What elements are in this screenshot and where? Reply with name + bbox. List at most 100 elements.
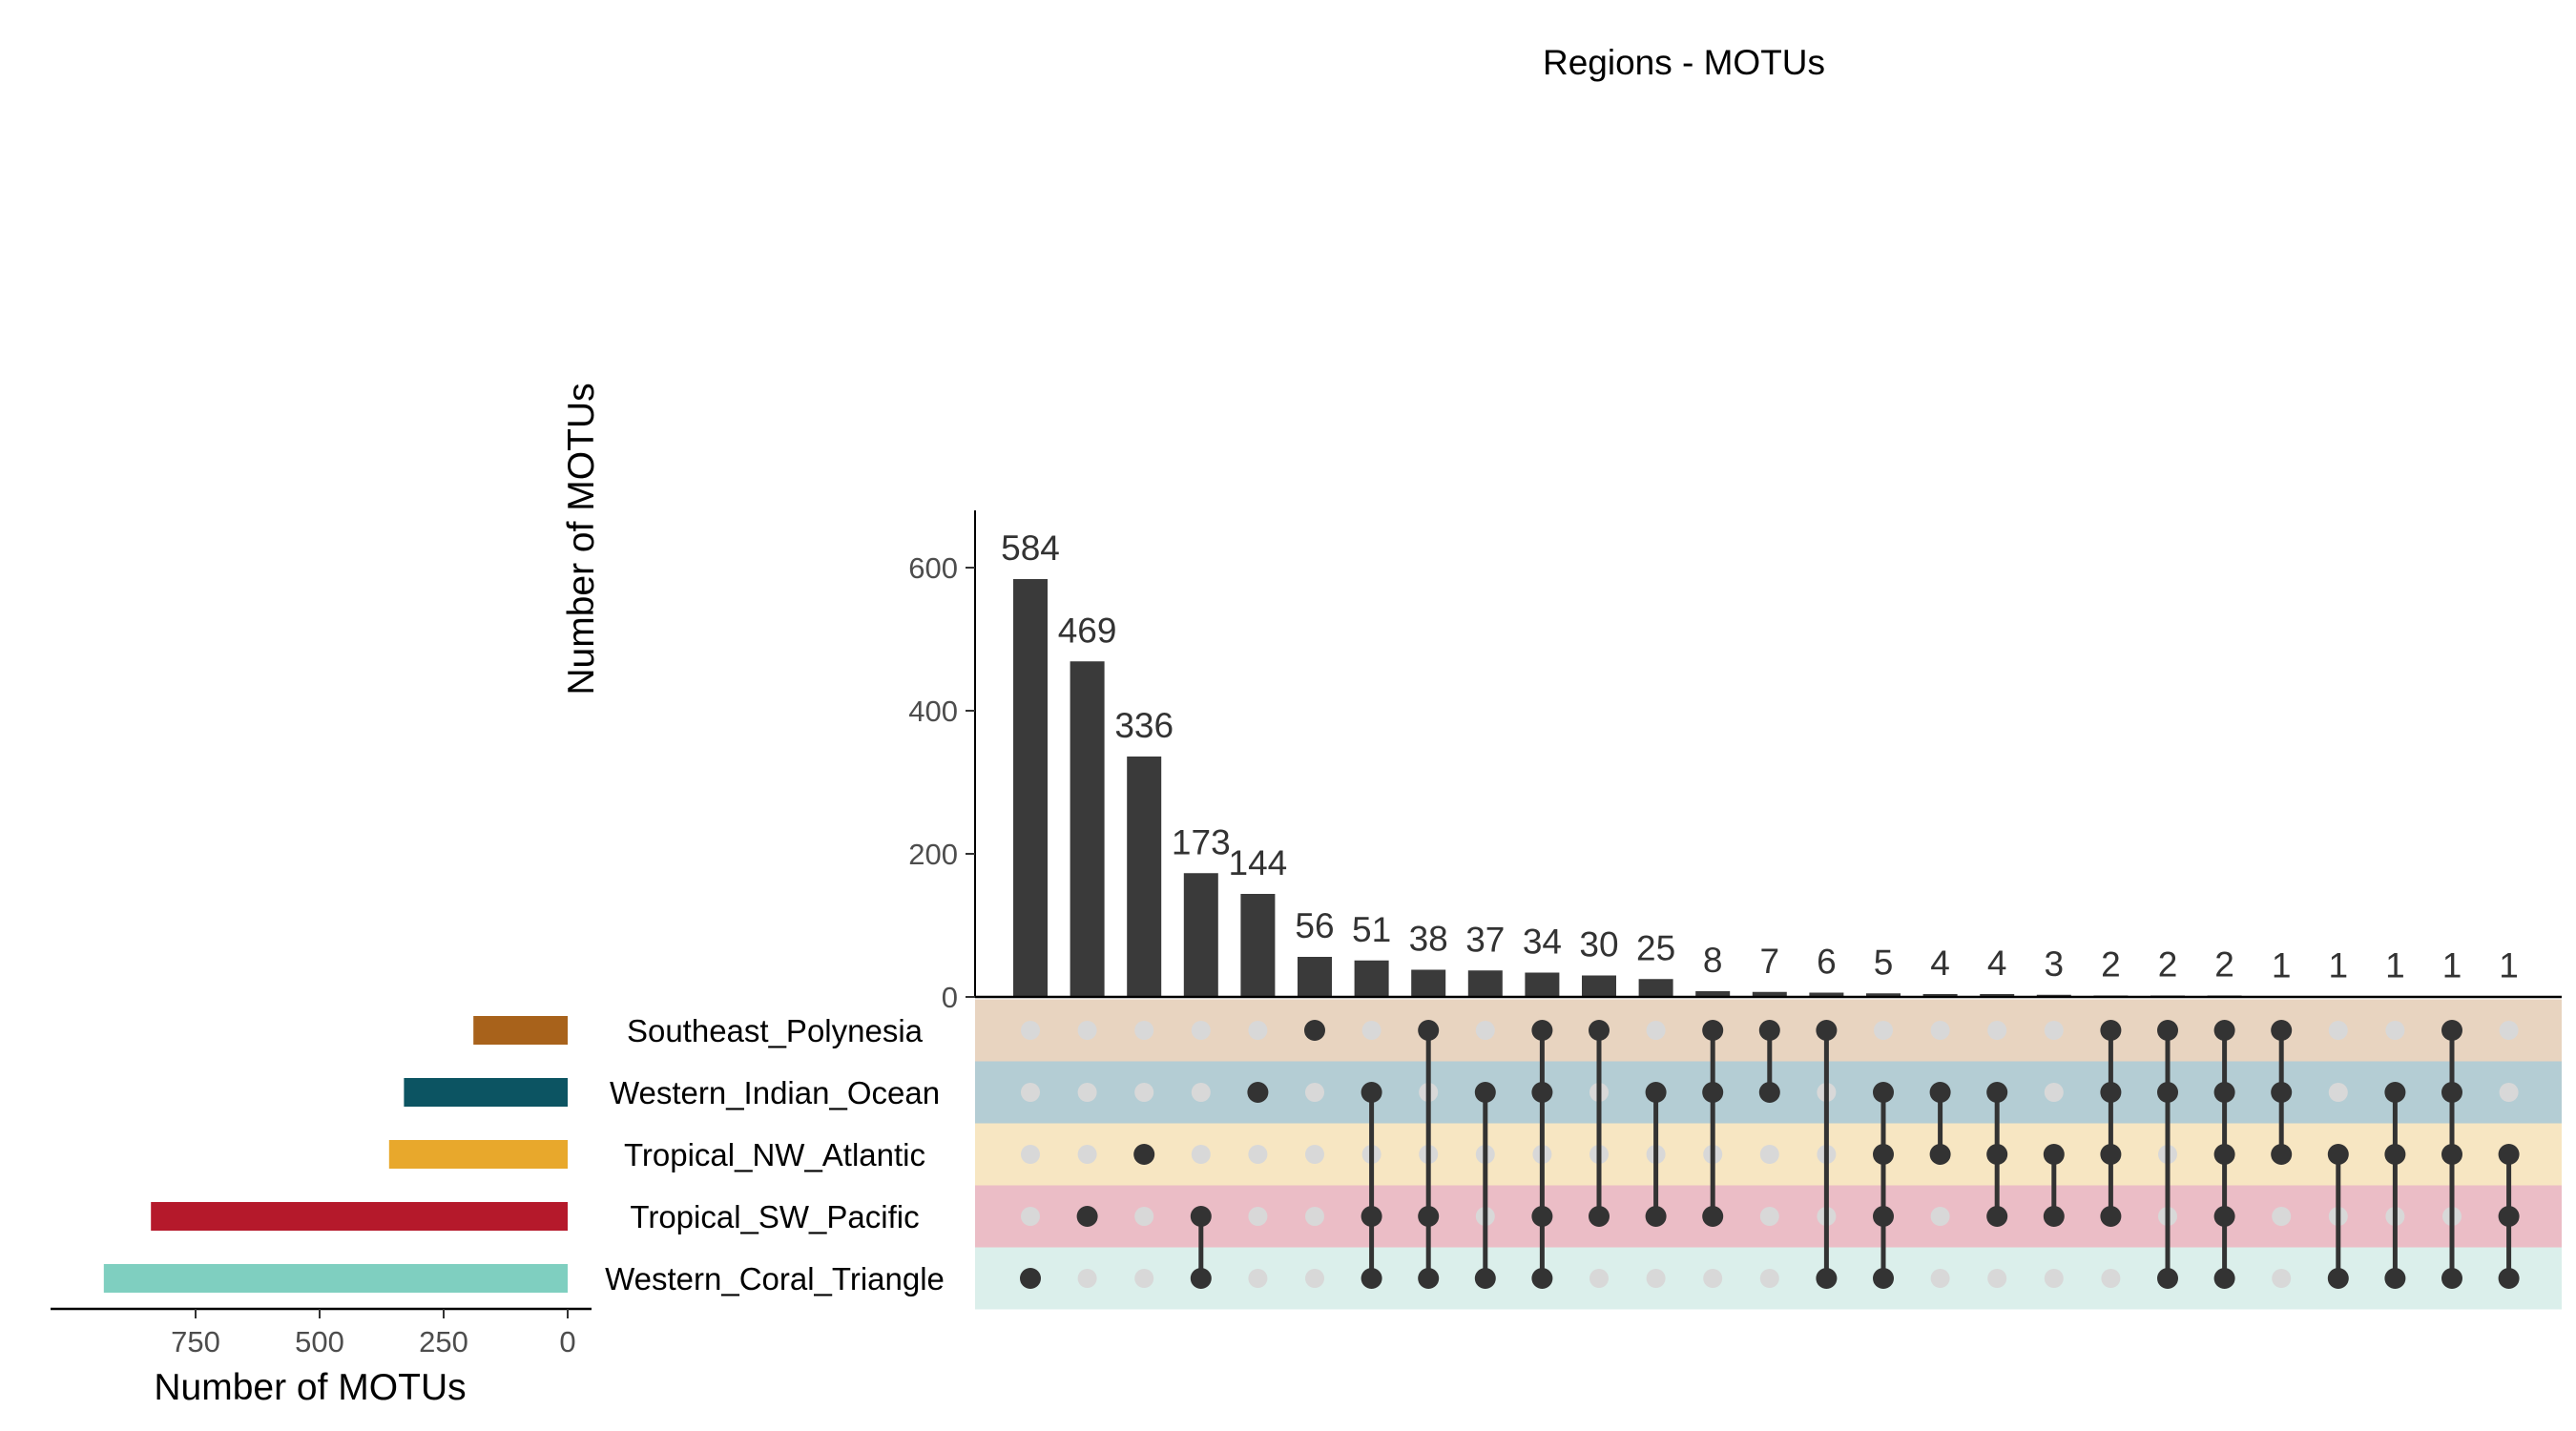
matrix-dot-active	[2441, 1082, 2462, 1103]
intersection-bar	[1298, 957, 1332, 997]
intersection-bar	[1240, 894, 1276, 997]
matrix-dot-active	[1361, 1206, 1382, 1227]
matrix-dot-inactive	[2385, 1021, 2405, 1040]
matrix-dot-active	[1873, 1268, 1894, 1289]
matrix-dot-active	[1986, 1082, 2008, 1103]
matrix-dot-inactive	[2044, 1021, 2064, 1040]
intersection-value-label: 469	[1058, 611, 1117, 650]
matrix-dot-active	[1020, 1268, 1041, 1289]
matrix-dot-inactive	[2044, 1269, 2064, 1288]
intersection-bar	[1411, 969, 1446, 997]
matrix-dot-active	[2271, 1082, 2293, 1103]
intersection-value-label: 1	[2385, 945, 2405, 985]
matrix-dot-inactive	[1305, 1145, 1324, 1164]
matrix-dot-active	[1758, 1020, 1780, 1041]
set-size-bar-Western_Coral_Triangle	[103, 1264, 569, 1293]
matrix-dot-inactive	[1077, 1145, 1097, 1164]
matrix-dot-active	[1986, 1144, 2008, 1165]
matrix-dot-active	[2441, 1144, 2462, 1165]
intersection-value-label: 144	[1229, 843, 1288, 882]
matrix-dot-active	[1190, 1268, 1212, 1289]
matrix-dot-active	[1418, 1206, 1440, 1227]
matrix-dot-active	[1645, 1206, 1667, 1227]
intersection-axis-tick-label: 400	[908, 695, 958, 728]
matrix-dot-active	[1816, 1268, 1838, 1289]
chart-title: Regions - MOTUs	[1543, 43, 1825, 82]
matrix-dot-active	[2327, 1268, 2349, 1289]
intersection-value-label: 7	[1760, 942, 1780, 981]
matrix-dot-active	[1589, 1206, 1610, 1227]
matrix-dot-active	[1133, 1144, 1155, 1165]
intersection-axis-tick-label: 0	[942, 981, 958, 1014]
matrix-dot-inactive	[1191, 1083, 1211, 1102]
intersection-bar	[1582, 975, 1616, 997]
matrix-dot-inactive	[1930, 1021, 1950, 1040]
matrix-dot-active	[1247, 1082, 1269, 1103]
set-size-bar-Southeast_Polynesia	[473, 1016, 568, 1045]
matrix-dot-active	[1645, 1082, 1667, 1103]
matrix-dot-active	[2327, 1144, 2349, 1165]
intersection-value-label: 25	[1636, 928, 1675, 967]
set-label-Tropical_SW_Pacific: Tropical_SW_Pacific	[630, 1199, 919, 1234]
matrix-dot-inactive	[1191, 1021, 1211, 1040]
matrix-dot-active	[2100, 1206, 2122, 1227]
intersection-bar	[1183, 873, 1218, 997]
intersection-bar	[1866, 993, 1901, 997]
matrix-dot-inactive	[1874, 1021, 1893, 1040]
intersection-value-label: 2	[2158, 945, 2178, 985]
matrix-dot-active	[2043, 1206, 2065, 1227]
matrix-dot-inactive	[1930, 1269, 1950, 1288]
matrix-dot-active	[2100, 1082, 2122, 1103]
intersection-value-label: 4	[1930, 944, 1950, 983]
intersection-value-label: 51	[1352, 910, 1391, 949]
matrix-dot-inactive	[2272, 1207, 2292, 1226]
matrix-dot-inactive	[1646, 1021, 1666, 1040]
intersection-value-label: 584	[1001, 529, 1060, 568]
set-label-Southeast_Polynesia: Southeast_Polynesia	[627, 1013, 924, 1048]
matrix-dot-active	[2043, 1144, 2065, 1165]
matrix-dot-inactive	[1134, 1207, 1154, 1226]
matrix-dot-active	[2441, 1020, 2462, 1041]
matrix-dot-active	[2157, 1268, 2178, 1289]
matrix-dot-inactive	[1248, 1145, 1268, 1164]
matrix-dot-active	[2213, 1206, 2235, 1227]
intersection-bar	[1467, 970, 1503, 997]
matrix-dot-active	[1531, 1082, 1553, 1103]
set-label-Western_Indian_Ocean: Western_Indian_Ocean	[610, 1075, 940, 1110]
matrix-dot-active	[1418, 1020, 1440, 1041]
set-label-Western_Coral_Triangle: Western_Coral_Triangle	[605, 1261, 945, 1296]
matrix-dot-inactive	[1759, 1269, 1779, 1288]
intersection-value-label: 6	[1817, 943, 1837, 982]
intersection-value-label: 4	[1987, 944, 2007, 983]
intersection-value-label: 30	[1579, 925, 1618, 964]
intersection-bar	[1013, 579, 1048, 997]
matrix-dot-inactive	[2044, 1083, 2064, 1102]
matrix-dot-inactive	[2499, 1021, 2519, 1040]
matrix-dot-inactive	[2328, 1083, 2348, 1102]
matrix-dot-active	[1873, 1144, 1894, 1165]
intersection-size-axis: 0 200 400 600	[908, 510, 2562, 1014]
matrix-dot-active	[2384, 1268, 2406, 1289]
matrix-dot-inactive	[1305, 1269, 1324, 1288]
matrix-dot-inactive	[1475, 1021, 1495, 1040]
matrix-dot-active	[1190, 1206, 1212, 1227]
intersection-bar	[1809, 992, 1844, 997]
matrix-dot-active	[1816, 1020, 1838, 1041]
intersection-bar	[1638, 979, 1673, 997]
matrix-dot-active	[2100, 1020, 2122, 1041]
matrix-dot-inactive	[1248, 1207, 1268, 1226]
intersection-bar	[1980, 994, 2015, 997]
intersection-bar	[1070, 661, 1105, 997]
matrix-dot-inactive	[2101, 1269, 2121, 1288]
matrix-dot-inactive	[1646, 1269, 1666, 1288]
intersection-value-label: 34	[1523, 923, 1562, 962]
matrix-dot-active	[2157, 1082, 2178, 1103]
matrix-dot-active	[1304, 1020, 1325, 1041]
matrix-dot-active	[2384, 1144, 2406, 1165]
set-size-axis: 0 250 500 750	[51, 1307, 592, 1358]
matrix-dot-active	[1702, 1082, 1724, 1103]
intersection-axis-label: Number of MOTUs	[561, 383, 602, 695]
intersection-value-label: 1	[2442, 945, 2462, 985]
matrix-dot-active	[1873, 1206, 1894, 1227]
intersection-value-label: 2	[2214, 945, 2234, 985]
